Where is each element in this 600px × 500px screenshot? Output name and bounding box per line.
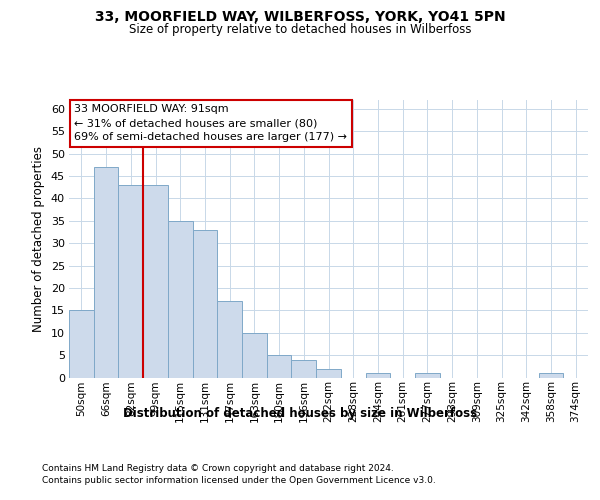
Y-axis label: Number of detached properties: Number of detached properties xyxy=(32,146,45,332)
Bar xyxy=(168,221,193,378)
Bar xyxy=(365,373,390,378)
Text: Size of property relative to detached houses in Wilberfoss: Size of property relative to detached ho… xyxy=(129,22,471,36)
Bar xyxy=(242,332,267,378)
Bar xyxy=(69,310,94,378)
Bar xyxy=(193,230,217,378)
Text: Contains HM Land Registry data © Crown copyright and database right 2024.: Contains HM Land Registry data © Crown c… xyxy=(42,464,394,473)
Bar xyxy=(94,167,118,378)
Bar xyxy=(415,373,440,378)
Text: 33, MOORFIELD WAY, WILBERFOSS, YORK, YO41 5PN: 33, MOORFIELD WAY, WILBERFOSS, YORK, YO4… xyxy=(95,10,505,24)
Text: 33 MOORFIELD WAY: 91sqm
← 31% of detached houses are smaller (80)
69% of semi-de: 33 MOORFIELD WAY: 91sqm ← 31% of detache… xyxy=(74,104,347,142)
Bar xyxy=(118,185,143,378)
Bar xyxy=(217,302,242,378)
Bar xyxy=(267,355,292,378)
Bar xyxy=(539,373,563,378)
Bar xyxy=(316,368,341,378)
Bar xyxy=(143,185,168,378)
Text: Distribution of detached houses by size in Wilberfoss: Distribution of detached houses by size … xyxy=(123,408,477,420)
Bar xyxy=(292,360,316,378)
Text: Contains public sector information licensed under the Open Government Licence v3: Contains public sector information licen… xyxy=(42,476,436,485)
